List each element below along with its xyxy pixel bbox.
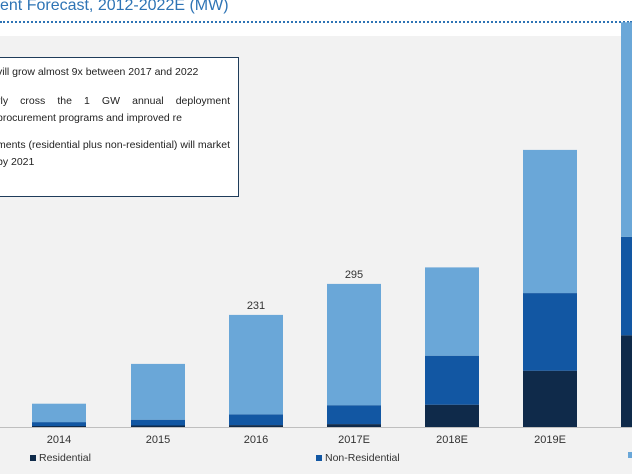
data-label-2017E: 295 [345,269,363,281]
bar-segment-series-3-2018E [425,267,479,356]
x-tick-label-2019E: 2019E [534,434,566,446]
bar-segment-residential-2017E [327,424,381,427]
bar-segment-non-residential-2014 [32,422,86,426]
bar-segment-residential-last [621,335,632,427]
legend-item-third [628,452,632,458]
bar-segment-non-residential-2019E [523,293,577,371]
legend-item-residential: Residential [30,452,91,464]
bar-segment-non-residential-last [621,236,632,336]
bar-segment-series-3-2016 [229,314,283,415]
bar-segment-non-residential-2018E [425,355,479,405]
bar-segment-series-3-2015 [131,363,185,420]
bar-segment-series-3-2019E [523,149,577,293]
annotation-line-2: rly cross the 1 GW annual deployment pro… [0,95,230,124]
x-tick-label-2017E: 2017E [338,434,370,446]
legend-item-non-residential: Non-Residential [316,452,400,464]
bar-segment-residential-2015 [131,425,185,427]
annotation-line-1: vill grow almost 9x between 2017 and 202… [0,66,199,78]
bar-segment-non-residential-2017E [327,405,381,425]
legend-swatch-residential [30,455,36,461]
annotation-box: vill grow almost 9x between 2017 and 202… [0,57,239,197]
legend-swatch-non-residential [316,455,322,461]
bar-segment-series-3-last [621,22,632,237]
legend-label-residential: Residential [39,452,91,464]
bar-segment-residential-2019E [523,370,577,427]
annotation-line-3: ments (residential plus non-residential)… [0,139,230,168]
data-label-2016: 231 [247,300,265,312]
bar-segment-residential-2018E [425,404,479,427]
x-tick-label-2015: 2015 [146,434,170,446]
bar-segment-series-3-2017E [327,283,381,406]
legend-swatch-third [628,452,632,458]
x-tick-label-2018E: 2018E [436,434,468,446]
bar-segment-residential-2016 [229,425,283,427]
bar-segment-residential-2014 [32,426,86,427]
x-tick-label-2014: 2014 [47,434,71,446]
bar-segment-non-residential-2015 [131,419,185,426]
legend-label-non-residential: Non-Residential [325,452,400,464]
x-tick-label-2016: 2016 [244,434,268,446]
bar-segment-series-3-2014 [32,403,86,423]
title-divider [0,21,632,23]
chart-title: ent Forecast, 2012-2022E (MW) [0,0,229,14]
bar-segment-non-residential-2016 [229,414,283,426]
